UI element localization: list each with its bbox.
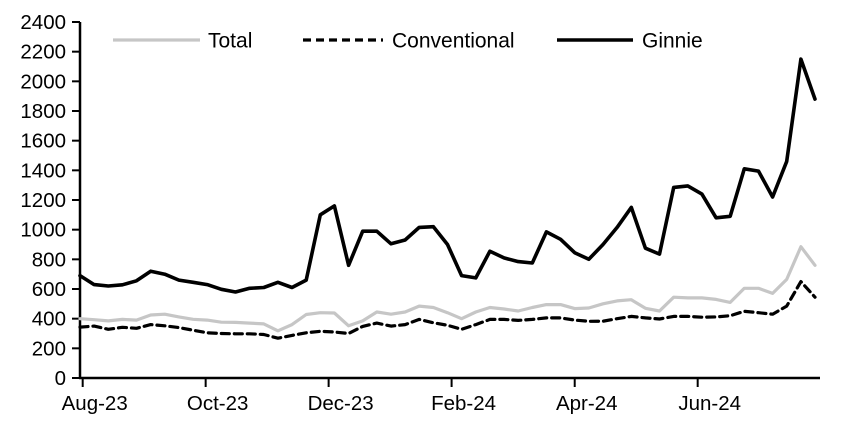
y-axis-tick-label: 200 [32, 337, 66, 360]
y-axis-tick-label: 2400 [20, 11, 66, 34]
y-axis-tick-label: 2200 [20, 41, 66, 64]
x-axis-tick-label: Aug-23 [62, 392, 128, 415]
y-axis-tick-label: 400 [32, 308, 66, 331]
y-axis-tick-label: 1400 [20, 159, 66, 182]
legend-label-ginnie: Ginnie [642, 30, 703, 53]
legend-label-total: Total [208, 30, 252, 53]
y-axis-tick-label: 2000 [20, 70, 66, 93]
y-axis-tick-label: 0 [55, 367, 66, 390]
series-line-total [78, 245, 817, 333]
series-line-conventional [78, 280, 817, 340]
y-axis-tick-label: 1600 [20, 130, 66, 153]
y-axis-tick-label: 1800 [20, 100, 66, 123]
x-axis-tick-label: Jun-24 [678, 392, 741, 415]
series-line-ginnie [78, 57, 817, 294]
x-axis-tick-label: Oct-23 [187, 392, 249, 415]
y-axis-tick-label: 1200 [20, 189, 66, 212]
x-axis-tick-label: Apr-24 [556, 392, 618, 415]
y-axis-tick-label: 600 [32, 278, 66, 301]
x-axis-tick-label: Feb-24 [431, 392, 496, 415]
y-axis-tick-label: 1000 [20, 219, 66, 242]
y-axis-tick-label: 800 [32, 248, 66, 271]
legend-label-conventional: Conventional [392, 30, 515, 53]
x-axis-tick-label: Dec-23 [308, 392, 374, 415]
